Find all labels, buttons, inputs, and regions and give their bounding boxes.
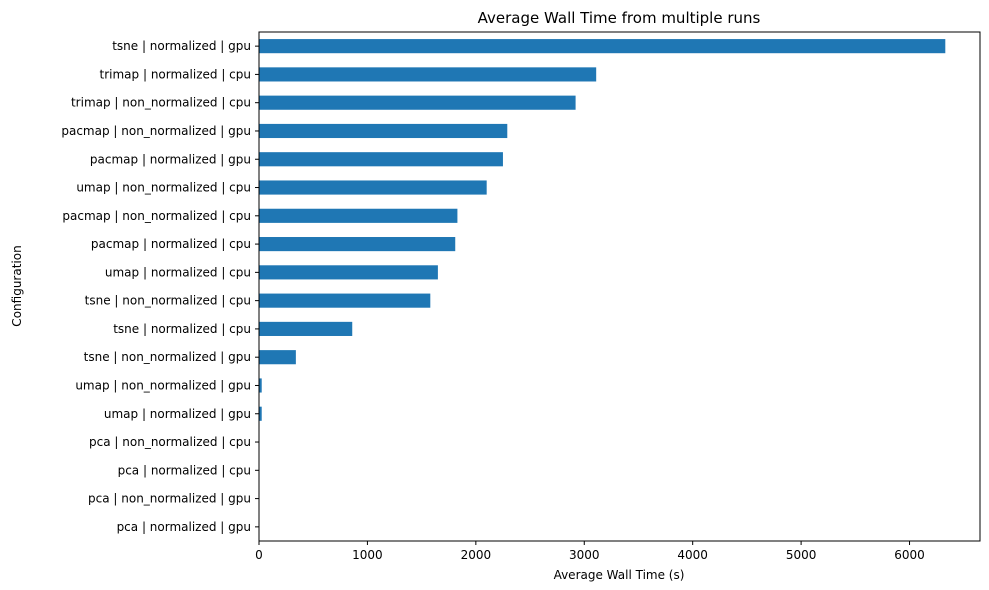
x-axis-label: Average Wall Time (s) [554,568,685,582]
y-tick-label: trimap | normalized | cpu [100,67,251,81]
x-tick-label: 3000 [569,548,600,562]
x-tick-label: 5000 [786,548,817,562]
x-tick-label: 2000 [461,548,492,562]
bar [259,293,431,308]
bar [259,350,296,365]
bar [259,152,503,167]
y-tick-label: umap | normalized | gpu [104,407,251,421]
y-tick-label: pca | non_normalized | cpu [89,435,251,449]
bar [259,123,508,139]
y-tick-label: tsne | non_normalized | gpu [84,350,251,364]
y-tick-label: trimap | non_normalized | cpu [71,96,251,110]
y-tick-label: umap | non_normalized | gpu [75,378,251,392]
y-tick-label: pca | non_normalized | gpu [88,492,251,506]
bar [259,208,458,223]
y-axis-label: Configuration [10,245,24,326]
y-tick-label: pca | normalized | cpu [118,463,251,477]
y-tick-label: pca | normalized | gpu [117,520,251,534]
y-tick-label: tsne | non_normalized | cpu [85,294,251,308]
bar [259,180,487,195]
bar [259,67,597,82]
plot-frame [258,31,981,542]
bar [259,95,576,110]
y-tick-labels: tsne | normalized | gpu trimap | normaliz… [61,39,259,534]
x-tick-label: 1000 [352,548,383,562]
x-tick-labels: 0 1000 2000 3000 4000 5000 6000 [255,541,925,562]
bar [259,378,262,393]
chart-title: Average Wall Time from multiple runs [478,9,761,27]
bar [259,265,438,280]
y-tick-label: umap | normalized | cpu [105,265,251,279]
bar [259,237,456,252]
y-tick-label: pacmap | normalized | gpu [90,152,251,166]
y-tick-label: pacmap | non_normalized | cpu [62,209,251,223]
y-tick-label: pacmap | normalized | cpu [91,237,251,251]
bar [259,321,353,336]
y-tick-label: pacmap | non_normalized | gpu [61,124,251,138]
x-tick-label: 0 [255,548,263,562]
y-tick-label: umap | non_normalized | cpu [76,181,251,195]
y-tick-label: tsne | normalized | cpu [113,322,251,336]
bars-group [259,39,946,534]
x-tick-label: 4000 [677,548,708,562]
y-tick-label: tsne | normalized | gpu [112,39,251,53]
bar [259,39,946,54]
bar [259,406,262,421]
x-tick-label: 6000 [894,548,925,562]
